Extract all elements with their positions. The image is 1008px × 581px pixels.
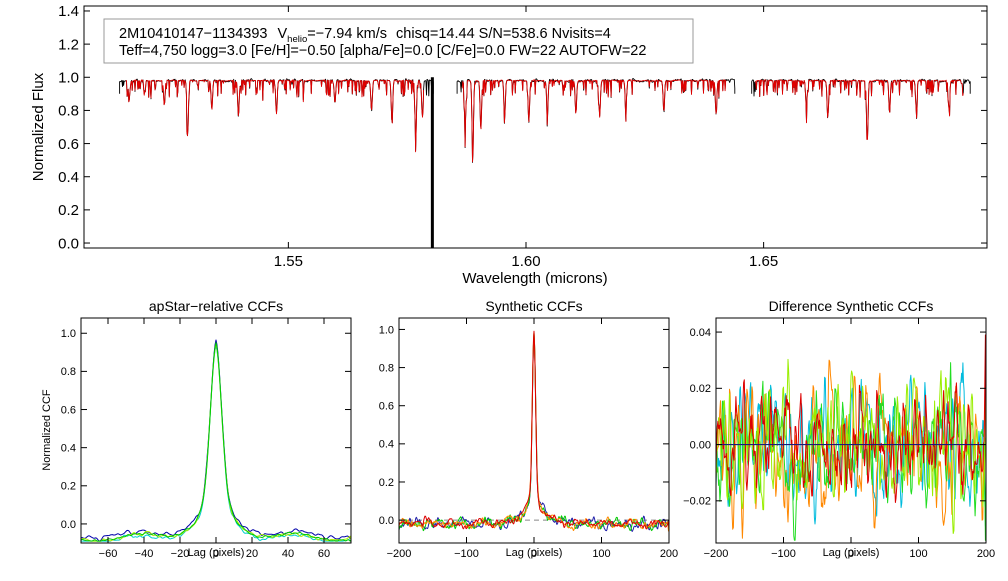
x-tick-label: 1.65	[749, 253, 778, 270]
apstar-ccf-title: apStar−relative CCFs	[149, 298, 283, 314]
x-tick-label: −100	[771, 548, 796, 560]
spectrum-lines	[119, 77, 971, 248]
y-tick-label: 1.2	[58, 36, 79, 53]
y-tick-label: 0.0	[61, 519, 76, 531]
apstar-ccf-y-ticks: 0.0 0.2 0.4 0.6 0.8 1.0	[61, 328, 351, 531]
synthetic-ccf-series	[398, 331, 670, 532]
annotation-vhelio-sub: helio	[287, 34, 307, 45]
spectrum-x-label: Wavelength (microns)	[462, 270, 607, 287]
x-tick-label: −20	[171, 548, 190, 560]
y-tick-label: 0.0	[58, 235, 79, 252]
annotation-line-1: 2M10410147−1134393 Vhelio=−7.94 km/s chisq…	[119, 26, 611, 45]
x-tick-label: 0	[213, 548, 219, 560]
x-tick-label: −200	[704, 548, 729, 560]
y-tick-label: 0.2	[61, 481, 76, 493]
x-tick-label: 100	[592, 548, 610, 560]
apstar-ccf-series	[81, 345, 352, 542]
difference-ccf-y-ticks: −0.02 0.00 0.02 0.04	[683, 327, 986, 508]
annotation-vhelio-prefix: V	[278, 26, 288, 42]
spectrum-x-ticks: 1.55 1.60 1.65	[274, 6, 778, 270]
y-tick-label: 0.6	[379, 401, 394, 413]
x-tick-label: −100	[454, 548, 479, 560]
x-tick-label: 0	[531, 548, 537, 560]
apstar-ccf-lines	[80, 339, 352, 542]
spectrum-observed-line	[456, 78, 736, 163]
y-tick-label: 0.2	[379, 477, 394, 489]
difference-ccf-x-ticks: −200 −100 0 100 200	[704, 318, 995, 560]
x-tick-label: 40	[282, 548, 294, 560]
x-tick-label: 200	[660, 548, 678, 560]
spectrum-model-line	[125, 79, 425, 153]
x-tick-label: −200	[387, 548, 412, 560]
synthetic-ccf-frame	[398, 317, 670, 544]
synthetic-ccf-series	[398, 330, 670, 530]
difference-ccf-series	[715, 358, 987, 534]
x-tick-label: 0	[848, 548, 854, 560]
apstar-ccf-panel: apStar−relative CCFs 0.00.20.40.60.81.0 …	[41, 298, 352, 560]
y-tick-label: 1.4	[58, 3, 79, 20]
spectrum-observed-line	[751, 78, 971, 140]
y-tick-label: −0.02	[683, 496, 711, 508]
x-tick-label: 100	[909, 548, 927, 560]
synthetic-ccf-title: Synthetic CCFs	[485, 298, 582, 314]
x-tick-label: 200	[977, 548, 995, 560]
y-tick-label: 0.6	[61, 404, 76, 416]
y-tick-label: 1.0	[379, 324, 394, 336]
x-tick-label: 1.55	[274, 253, 303, 270]
y-tick-label: 0.4	[61, 443, 76, 455]
spectrum-y-ticks: 0.0 0.2 0.4 0.6 0.8 1.0 1.2 1.4	[58, 3, 987, 252]
spectrum-y-label: Normalized Flux	[30, 72, 47, 181]
apstar-ccf-x-label: Lag (pixels)	[188, 547, 245, 559]
spectrum-annotation-box: 2M10410147−1134393 Vhelio=−7.94 km/s chisq…	[103, 18, 694, 64]
annotation-frame	[103, 18, 694, 64]
y-tick-label: 0.00	[690, 439, 711, 451]
y-tick-label: 0.6	[58, 136, 79, 153]
synthetic-ccf-series	[398, 331, 670, 532]
x-tick-label: 20	[246, 548, 258, 560]
difference-ccf-panel: Difference Synthetic CCFs −0.02 0.00 0.02 0…	[683, 298, 995, 560]
apstar-ccf-y-label: Normalized CCF	[41, 389, 53, 471]
difference-ccf-lines	[715, 334, 987, 541]
y-tick-label: 1.0	[61, 328, 76, 340]
synthetic-ccf-lines	[398, 330, 670, 532]
difference-ccf-title: Difference Synthetic CCFs	[769, 298, 934, 314]
annotation-vhelio-value: =−7.94 km/s	[307, 26, 387, 42]
x-tick-label: 60	[318, 548, 330, 560]
y-tick-label: 0.4	[58, 169, 79, 186]
apstar-ccf-series	[80, 342, 352, 542]
synthetic-ccf-panel: Synthetic CCFs 0.0 0.2 0.4 0.6 0.8 1.0 −200 −1…	[379, 298, 678, 560]
difference-ccf-x-label: Lag (pixels)	[823, 547, 880, 559]
spectrum-frame	[83, 5, 988, 249]
x-tick-label: −60	[99, 548, 118, 560]
y-tick-label: 0.02	[690, 383, 711, 395]
y-tick-label: 0.8	[379, 362, 394, 374]
synthetic-ccf-y-ticks: 0.0 0.2 0.4 0.6 0.8 1.0	[379, 324, 669, 527]
synthetic-ccf-series	[398, 333, 670, 532]
apstar-ccf-series	[80, 343, 352, 542]
annotation-stats: chisq=14.44 S/N=538.6 Nvisits=4	[396, 26, 611, 42]
x-tick-label: −40	[135, 548, 154, 560]
y-tick-label: 0.8	[61, 366, 76, 378]
spectrum-panel: 0.0 0.2 0.4 0.6 0.8 1.0 1.2 1.4 1.55 1.60 1.65 No…	[30, 3, 988, 287]
annotation-star-id: 2M10410147−1134393	[119, 26, 268, 42]
apstar-ccf-x-ticks: −60 −40 −20 0 20 40 60	[99, 318, 330, 560]
y-tick-label: 0.2	[58, 202, 79, 219]
spectrum-model-line	[755, 79, 964, 140]
apstar-ccf-frame	[80, 317, 352, 544]
synthetic-ccf-x-label: Lag (pixels)	[506, 547, 563, 559]
y-tick-label: 0.0	[379, 515, 394, 527]
y-tick-label: 0.8	[58, 103, 79, 120]
spectrum-model-line	[461, 79, 727, 163]
x-tick-label: 1.60	[511, 253, 540, 270]
y-tick-label: 0.4	[379, 439, 394, 451]
annotation-line-2: Teff=4,750 logg=3.0 [Fe/H]=−0.50 [alpha/…	[119, 43, 646, 59]
y-tick-label: 0.04	[690, 327, 711, 339]
y-tick-label: 1.0	[58, 70, 79, 87]
synthetic-ccf-x-ticks: −200 −100 0 100 200	[387, 318, 678, 560]
apstar-ccf-series	[80, 339, 352, 542]
